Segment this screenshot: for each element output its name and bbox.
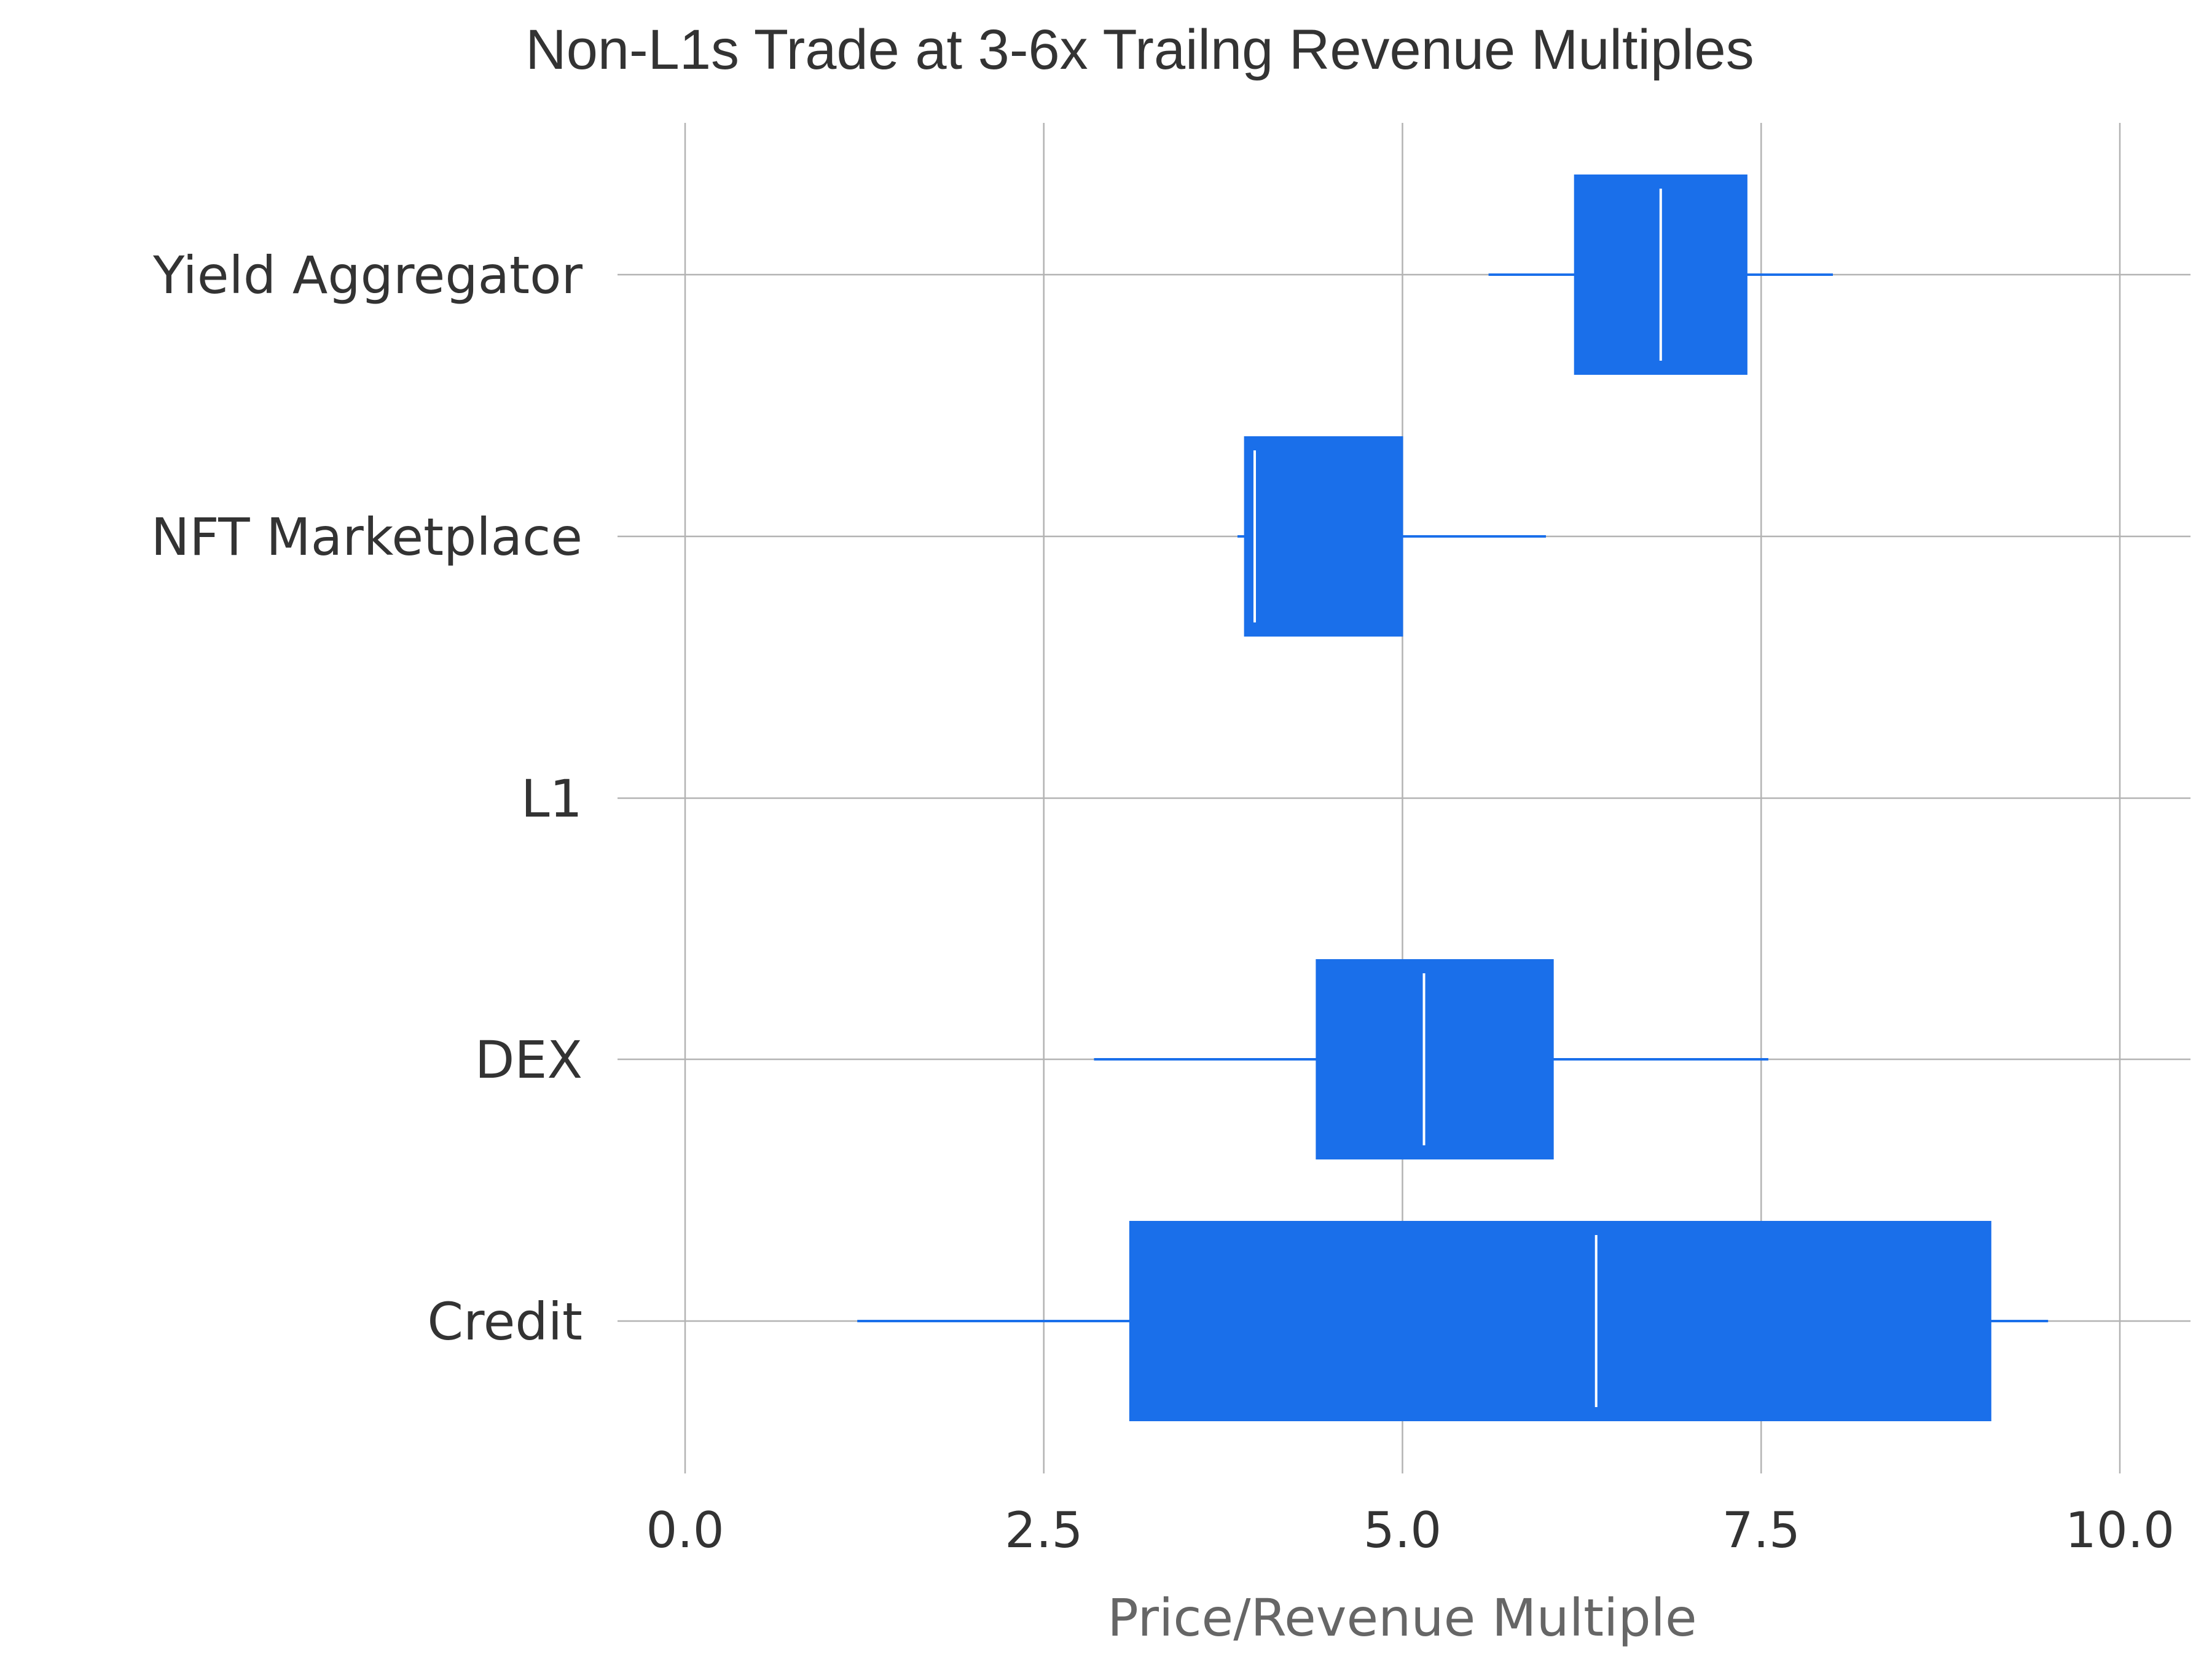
chart-title: Non-L1s Trade at 3-6x Trailng Revenue Mu… [525, 18, 1754, 81]
iqr-box [1244, 436, 1403, 637]
x-tick-label: 10.0 [2065, 1502, 2175, 1559]
category-label: Credit [427, 1292, 582, 1352]
x-tick-label: 2.5 [1005, 1502, 1083, 1559]
x-tick-label: 7.5 [1722, 1502, 1800, 1559]
iqr-box [1129, 1221, 1991, 1421]
x-tick-labels: 0.0 2.5 5.0 7.5 10.0 [646, 1502, 2175, 1559]
box-layer [857, 175, 2049, 1421]
box-nft-marketplace [1237, 436, 1546, 637]
x-axis-label: Price/Revenue Multiple [1107, 1588, 1696, 1648]
box-credit [857, 1221, 2049, 1421]
x-tick-label: 0.0 [646, 1502, 724, 1559]
box-yield-aggregator [1488, 175, 1833, 375]
iqr-box [1316, 959, 1554, 1159]
category-label: Yield Aggregator [152, 245, 582, 305]
category-labels: Yield Aggregator NFT Marketplace L1 DEX Cred… [151, 245, 583, 1352]
category-label: NFT Marketplace [151, 507, 582, 567]
category-label: DEX [475, 1030, 582, 1090]
category-label: L1 [521, 769, 582, 829]
box-dex [1094, 959, 1768, 1159]
x-tick-label: 5.0 [1363, 1502, 1441, 1559]
